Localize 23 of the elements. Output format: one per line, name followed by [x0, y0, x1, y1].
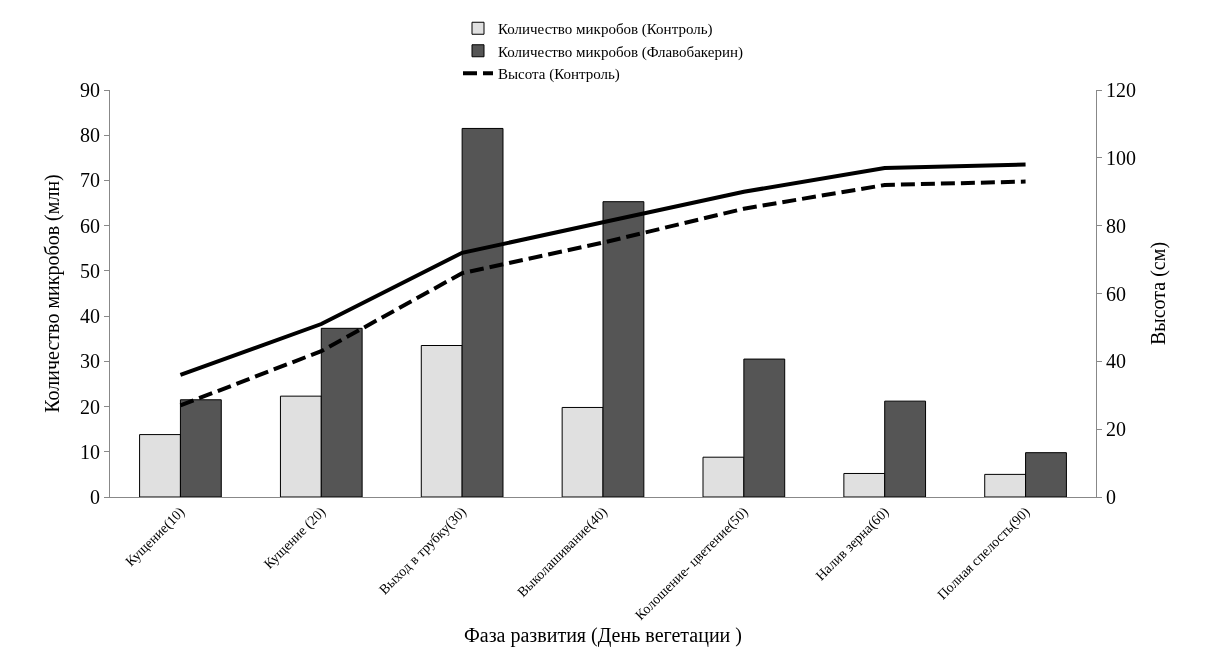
legend-label: Количество микробов (Флавобакерин) [498, 43, 743, 61]
y-tick-label: 40 [80, 305, 100, 328]
y2-tick-label: 0 [1106, 486, 1116, 508]
y-tick-label: 60 [80, 214, 100, 237]
y2-tick-label: 60 [1106, 282, 1126, 305]
y-tick-label: 10 [80, 440, 100, 463]
y-tick-label: 20 [80, 395, 100, 418]
y-tick-label: 50 [80, 259, 100, 282]
legend-label: Количество микробов (Контроль) [498, 21, 713, 39]
y-tick-label: 80 [80, 124, 100, 147]
y-tick-label: 30 [80, 350, 100, 373]
y-tick-label: 0 [90, 486, 100, 508]
x-axis-title: Фаза развития (День вегетации ) [464, 624, 742, 648]
y-tick-label: 90 [80, 79, 100, 101]
y2-tick-label: 80 [1106, 214, 1126, 237]
y2-axis-title: Высота (см) [1146, 241, 1170, 346]
y2-tick-label: 120 [1106, 79, 1136, 101]
y2-tick-label: 100 [1106, 146, 1136, 169]
y-tick-label: 70 [80, 169, 100, 192]
y2-tick-label: 20 [1106, 418, 1126, 441]
y2-tick-label: 40 [1106, 350, 1126, 373]
y-axis-title: Количество микробов (млн) [40, 174, 64, 413]
legend-label: Высота (Контроль) [498, 66, 620, 84]
